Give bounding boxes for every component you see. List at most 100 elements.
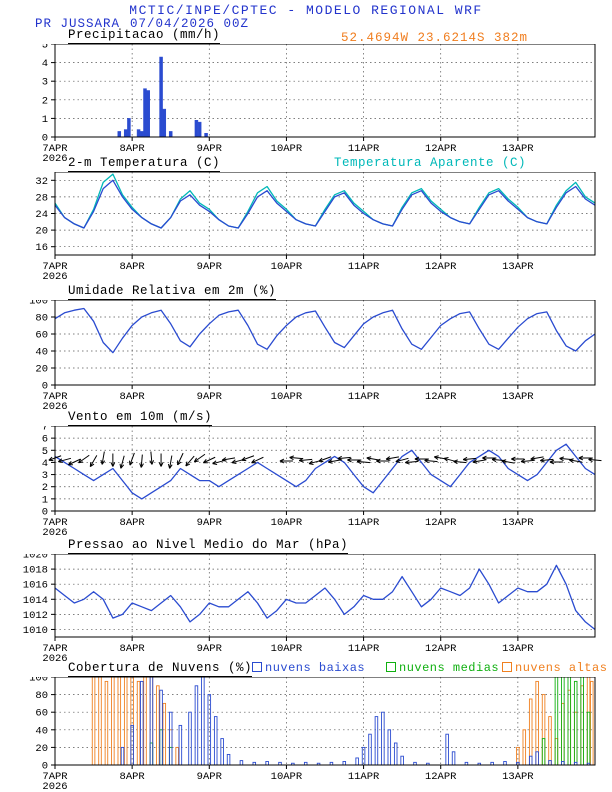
- svg-text:11APR: 11APR: [348, 517, 380, 529]
- svg-text:1018: 1018: [23, 565, 48, 577]
- svg-text:9APR: 9APR: [197, 643, 223, 655]
- svg-text:12APR: 12APR: [425, 643, 457, 655]
- panel-title-pressure: Pressao ao Nivel Medio do Mar (hPa): [68, 538, 349, 554]
- svg-text:32: 32: [35, 176, 48, 188]
- svg-text:13APR: 13APR: [502, 771, 534, 783]
- cloud-cover-chart: 0 20 40 60 80 100 7APR 2026 8APR 9APR 10APR 11APR 12…: [0, 673, 612, 792]
- svg-text:7APR: 7APR: [42, 143, 68, 155]
- legend-low-clouds: nuvens baixas: [252, 661, 365, 675]
- svg-text:11APR: 11APR: [348, 261, 380, 273]
- svg-text:2026: 2026: [42, 153, 67, 163]
- svg-text:0: 0: [42, 133, 48, 145]
- svg-text:2: 2: [42, 95, 48, 107]
- svg-text:1010: 1010: [23, 625, 48, 637]
- svg-text:9APR: 9APR: [197, 517, 223, 529]
- svg-text:10APR: 10APR: [271, 771, 303, 783]
- svg-text:13APR: 13APR: [502, 391, 534, 403]
- panel-title-temperature: 2-m Temperatura (C): [68, 156, 221, 172]
- svg-text:2026: 2026: [42, 271, 67, 281]
- high-clouds-swatch-icon: [502, 662, 512, 672]
- svg-text:20: 20: [35, 364, 48, 376]
- mid-clouds-swatch-icon: [386, 662, 396, 672]
- svg-text:10APR: 10APR: [271, 261, 303, 273]
- svg-text:2026: 2026: [42, 527, 67, 537]
- svg-text:0: 0: [42, 761, 48, 773]
- legend-mid-clouds-label: nuvens medias: [399, 661, 500, 675]
- temperature-chart: 16 20 24 28 32 7APR 2026 8APR 9APR 10APR 11APR 12AP…: [0, 171, 612, 283]
- svg-text:10APR: 10APR: [271, 643, 303, 655]
- panel-title-humidity: Umidade Relativa em 2m (%): [68, 284, 277, 300]
- svg-text:100: 100: [29, 677, 48, 685]
- pressure-chart: 1010 1012 1014 1016 1018 1020 7APR 2026 8APR 9APR…: [0, 550, 612, 665]
- low-clouds-swatch-icon: [252, 662, 262, 672]
- svg-text:11APR: 11APR: [348, 391, 380, 403]
- svg-text:2026: 2026: [42, 781, 67, 791]
- legend-mid-clouds: nuvens medias: [386, 661, 499, 675]
- svg-text:12APR: 12APR: [425, 517, 457, 529]
- legend-low-clouds-label: nuvens baixas: [265, 661, 366, 675]
- apparent-temperature-legend: Temperatura Aparente (C): [333, 156, 526, 170]
- svg-text:10APR: 10APR: [271, 517, 303, 529]
- svg-text:6: 6: [42, 434, 48, 446]
- svg-text:7: 7: [42, 426, 48, 434]
- svg-text:20: 20: [35, 226, 48, 238]
- svg-text:12APR: 12APR: [425, 261, 457, 273]
- svg-text:24: 24: [35, 209, 48, 221]
- panel-title-precipitation: Precipitacao (mm/h): [68, 28, 221, 44]
- svg-text:28: 28: [35, 192, 48, 204]
- svg-text:5: 5: [42, 44, 48, 52]
- svg-text:4: 4: [42, 58, 48, 70]
- svg-text:12APR: 12APR: [425, 771, 457, 783]
- svg-text:1016: 1016: [23, 580, 48, 592]
- svg-text:1014: 1014: [23, 595, 48, 607]
- svg-text:8APR: 8APR: [120, 771, 146, 783]
- precipitation-chart: 0 1 2 3 4 5 7APR 2026 8APR 9APR 10APR 11APR 12APR 13A…: [0, 40, 612, 165]
- wind-chart: 0 1 2 3 4 5 6 7 7APR 2026 8APR 9APR 10APR 11APR 12APR 1…: [0, 422, 612, 539]
- svg-text:13APR: 13APR: [502, 261, 534, 273]
- svg-text:2026: 2026: [42, 401, 67, 411]
- svg-text:9APR: 9APR: [197, 391, 223, 403]
- svg-text:80: 80: [35, 690, 48, 702]
- svg-text:1020: 1020: [23, 554, 48, 562]
- svg-text:1: 1: [42, 494, 48, 506]
- svg-text:11APR: 11APR: [348, 771, 380, 783]
- svg-text:8APR: 8APR: [120, 261, 146, 273]
- svg-text:1012: 1012: [23, 610, 48, 622]
- svg-text:0: 0: [42, 507, 48, 519]
- svg-text:5: 5: [42, 446, 48, 458]
- svg-text:11APR: 11APR: [348, 143, 380, 155]
- location-coordinates: 52.4694W 23.6214S 382m: [340, 31, 528, 45]
- svg-text:8APR: 8APR: [120, 643, 146, 655]
- svg-text:8APR: 8APR: [120, 517, 146, 529]
- svg-text:13APR: 13APR: [502, 143, 534, 155]
- svg-text:11APR: 11APR: [348, 643, 380, 655]
- svg-text:7APR: 7APR: [42, 261, 68, 273]
- run-datetime: 07/04/2026 00Z: [130, 17, 250, 31]
- panel-title-cloud-cover: Cobertura de Nuvens (%): [68, 661, 253, 677]
- svg-text:9APR: 9APR: [197, 143, 223, 155]
- svg-text:10APR: 10APR: [271, 143, 303, 155]
- svg-text:1: 1: [42, 114, 48, 126]
- svg-text:7APR: 7APR: [42, 391, 68, 403]
- svg-text:8APR: 8APR: [120, 391, 146, 403]
- legend-high-clouds-label: nuvens altas: [515, 661, 608, 675]
- svg-text:4: 4: [42, 458, 48, 470]
- svg-text:8APR: 8APR: [120, 143, 146, 155]
- svg-text:0: 0: [42, 381, 48, 393]
- humidity-chart: 0 20 40 60 80 100 7APR 2026 8APR 9APR 10APR 11APR 12…: [0, 296, 612, 413]
- svg-text:10APR: 10APR: [271, 391, 303, 403]
- svg-text:3: 3: [42, 77, 48, 89]
- svg-text:7APR: 7APR: [42, 771, 68, 783]
- svg-text:80: 80: [35, 313, 48, 325]
- svg-text:13APR: 13APR: [502, 643, 534, 655]
- page-title: MCTIC/INPE/CPTEC - MODELO REGIONAL WRF: [129, 3, 483, 18]
- svg-text:7APR: 7APR: [42, 517, 68, 529]
- svg-text:40: 40: [35, 725, 48, 737]
